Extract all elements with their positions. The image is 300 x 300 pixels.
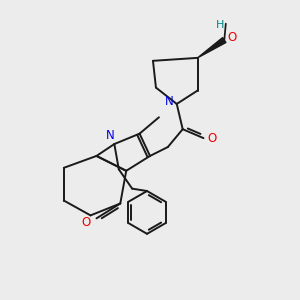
Polygon shape <box>198 38 226 58</box>
Text: N: N <box>165 95 174 108</box>
Text: H: H <box>216 20 224 30</box>
Text: O: O <box>82 216 91 229</box>
Text: O: O <box>227 31 236 44</box>
Text: O: O <box>208 132 217 145</box>
Text: N: N <box>106 129 114 142</box>
